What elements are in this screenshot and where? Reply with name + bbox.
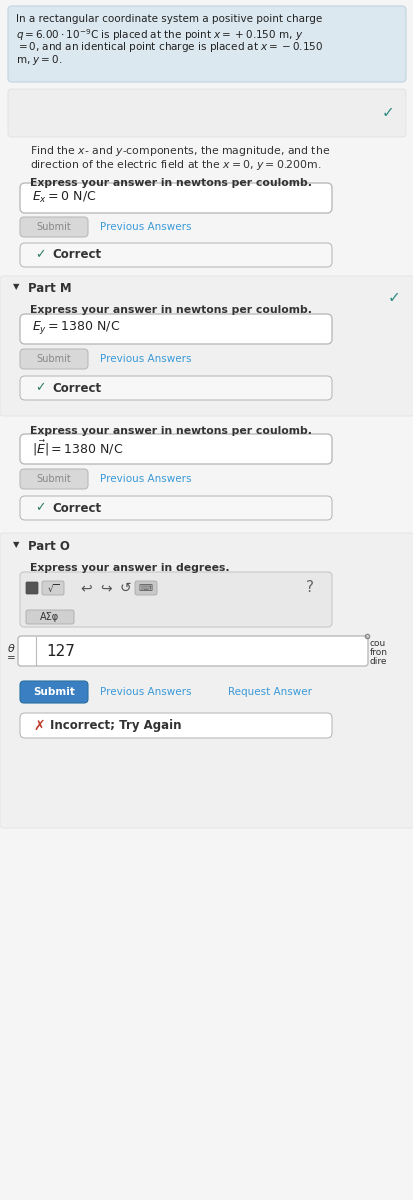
Text: =: = [7, 653, 16, 662]
Text: $E_y = 1380$ N/C: $E_y = 1380$ N/C [32, 319, 120, 336]
Text: Submit: Submit [36, 474, 71, 484]
Text: Previous Answers: Previous Answers [100, 474, 191, 484]
Text: Correct: Correct [52, 248, 101, 262]
Text: ✓: ✓ [35, 382, 45, 395]
FancyBboxPatch shape [26, 582, 38, 594]
FancyBboxPatch shape [20, 496, 331, 520]
Text: ✗: ✗ [33, 719, 45, 733]
FancyBboxPatch shape [20, 469, 88, 490]
Text: $\sqrt{\;}$: $\sqrt{\;}$ [47, 582, 59, 594]
Text: Express your answer in newtons per coulomb.: Express your answer in newtons per coulo… [30, 305, 311, 314]
Text: Express your answer in newtons per coulomb.: Express your answer in newtons per coulo… [30, 426, 311, 436]
FancyBboxPatch shape [20, 680, 88, 703]
Text: In a rectangular coordinate system a positive point charge: In a rectangular coordinate system a pos… [16, 14, 321, 24]
Text: ✓: ✓ [35, 502, 45, 515]
FancyBboxPatch shape [20, 182, 331, 214]
FancyBboxPatch shape [0, 533, 413, 828]
Text: ✓: ✓ [35, 248, 45, 262]
Text: Previous Answers: Previous Answers [100, 222, 191, 232]
Text: 127: 127 [46, 643, 75, 659]
Text: Submit: Submit [36, 222, 71, 232]
FancyBboxPatch shape [8, 89, 405, 137]
FancyBboxPatch shape [20, 434, 331, 464]
FancyBboxPatch shape [8, 6, 405, 82]
Text: Correct: Correct [52, 502, 101, 515]
Text: ⌨: ⌨ [139, 583, 153, 593]
Text: ↺: ↺ [120, 581, 131, 595]
Text: Previous Answers: Previous Answers [100, 354, 191, 364]
Text: Submit: Submit [36, 354, 71, 364]
FancyBboxPatch shape [20, 572, 331, 626]
Text: ?: ? [305, 581, 313, 595]
Text: $q = 6.00 \cdot 10^{-9}\mathrm{C}$ is placed at the point $x = +0.150$ m, $y$: $q = 6.00 \cdot 10^{-9}\mathrm{C}$ is pl… [16, 26, 303, 43]
Text: direction of the electric field at the $x = 0$, $y = 0.200$m.: direction of the electric field at the $… [30, 158, 321, 172]
FancyBboxPatch shape [20, 242, 331, 266]
Text: Part M: Part M [28, 282, 71, 295]
Text: dire: dire [369, 658, 387, 666]
Text: Request Answer: Request Answer [228, 686, 311, 697]
Text: $= 0$, and an identical point charge is placed at $x = -0.150$: $= 0$, and an identical point charge is … [16, 40, 323, 54]
Text: cou: cou [369, 638, 385, 648]
Text: Previous Answers: Previous Answers [100, 686, 191, 697]
Text: $E_x = 0$ N/C: $E_x = 0$ N/C [32, 190, 96, 204]
Text: Correct: Correct [52, 382, 101, 395]
FancyBboxPatch shape [20, 713, 331, 738]
Text: Express your answer in newtons per coulomb.: Express your answer in newtons per coulo… [30, 178, 311, 188]
FancyBboxPatch shape [20, 349, 88, 370]
Text: Submit: Submit [33, 686, 75, 697]
FancyBboxPatch shape [135, 581, 157, 595]
Text: ↩: ↩ [80, 581, 91, 595]
Text: Find the $x$- and $y$-components, the magnitude, and the: Find the $x$- and $y$-components, the ma… [30, 144, 330, 158]
Text: fron: fron [369, 648, 387, 658]
Text: $\theta$: $\theta$ [7, 642, 16, 654]
Text: ✓: ✓ [380, 106, 393, 120]
Text: AΣφ: AΣφ [40, 612, 59, 622]
FancyBboxPatch shape [20, 217, 88, 236]
Text: m, $y = 0$.: m, $y = 0$. [16, 53, 62, 67]
FancyBboxPatch shape [42, 581, 64, 595]
FancyBboxPatch shape [18, 636, 367, 666]
Text: Part O: Part O [28, 540, 70, 553]
Text: Express your answer in degrees.: Express your answer in degrees. [30, 563, 229, 572]
Text: ✓: ✓ [386, 290, 399, 305]
Text: $|\vec{E}| = 1380$ N/C: $|\vec{E}| = 1380$ N/C [32, 438, 123, 457]
FancyBboxPatch shape [20, 314, 331, 344]
Text: ▼: ▼ [13, 282, 19, 290]
Text: Incorrect; Try Again: Incorrect; Try Again [50, 720, 181, 732]
FancyBboxPatch shape [26, 610, 74, 624]
Text: ↪: ↪ [100, 581, 112, 595]
Text: ▼: ▼ [13, 540, 19, 550]
FancyBboxPatch shape [20, 376, 331, 400]
FancyBboxPatch shape [0, 276, 413, 416]
